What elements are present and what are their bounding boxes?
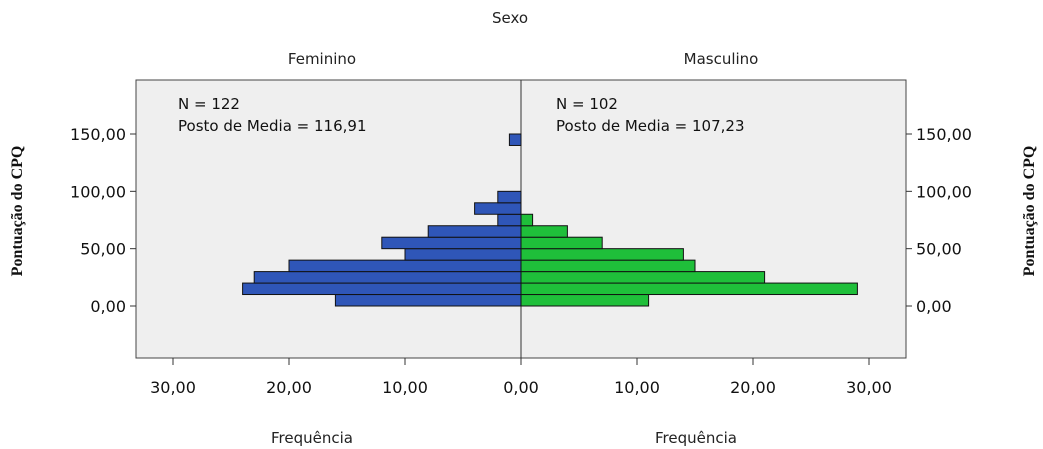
y-axis-right: 0,00 50,00 100,00 150,00 (906, 125, 972, 316)
bar-feminino-20 (253, 271, 522, 284)
y-tick-label-left: 150,00 (70, 125, 126, 144)
chart-title: Sexo (492, 9, 528, 27)
x-tick-label: 10,00 (614, 378, 660, 397)
bar-feminino-10 (242, 282, 522, 296)
x-tick-label: 20,00 (266, 378, 312, 397)
x-tick-label: 0,00 (503, 378, 539, 397)
bar-feminino-60 (427, 225, 522, 238)
y-tick-label-left: 0,00 (90, 297, 126, 316)
x-axis: 30,00 20,00 10,00 0,00 10,00 20,00 30,00 (150, 358, 892, 397)
y-tick-label-left: 100,00 (70, 182, 126, 201)
bar-feminino-80 (474, 202, 522, 215)
n-label-masculino: N = 102 (556, 95, 618, 113)
bar-masculino-60 (520, 225, 568, 238)
bar-masculino-20 (520, 271, 766, 284)
bar-masculino-70 (520, 213, 534, 227)
bar-feminino-40 (404, 248, 522, 261)
y-axis-label-left: Pontuação do CPQ (9, 146, 26, 277)
bar-feminino-140 (508, 133, 522, 146)
y-tick-label-right: 150,00 (916, 125, 972, 144)
y-tick-label-right: 50,00 (916, 240, 962, 259)
x-tick-label: 10,00 (382, 378, 428, 397)
rank-label-masculino: Posto de Media = 107,23 (556, 117, 745, 135)
x-axis-label-right: Frequência (655, 429, 737, 447)
y-tick-label-right: 0,00 (916, 297, 952, 316)
bar-feminino-70 (497, 213, 522, 227)
bar-masculino-50 (520, 236, 603, 250)
bar-masculino-0 (520, 294, 650, 307)
bar-masculino-10 (520, 282, 858, 296)
y-tick-label-right: 100,00 (916, 182, 972, 201)
series-label-masculino: Masculino (684, 50, 759, 68)
x-tick-label: 30,00 (150, 378, 196, 397)
x-tick-label: 20,00 (730, 378, 776, 397)
bar-feminino-50 (381, 236, 522, 250)
bar-feminino-30 (288, 259, 522, 273)
bar-masculino-40 (520, 248, 684, 261)
y-axis-label-right: Pontuação do CPQ (1021, 146, 1038, 277)
bar-masculino-30 (520, 259, 696, 273)
bars-masculino (520, 213, 858, 307)
x-tick-label: 30,00 (846, 378, 892, 397)
bar-feminino-0 (334, 294, 522, 307)
y-axis-left: 0,00 50,00 100,00 150,00 (70, 125, 136, 316)
rank-label-feminino: Posto de Media = 116,91 (178, 117, 367, 135)
n-label-feminino: N = 122 (178, 95, 240, 113)
bar-feminino-90 (497, 190, 522, 204)
series-label-feminino: Feminino (288, 50, 356, 68)
x-axis-label-left: Frequência (271, 429, 353, 447)
y-tick-label-left: 50,00 (80, 240, 126, 259)
